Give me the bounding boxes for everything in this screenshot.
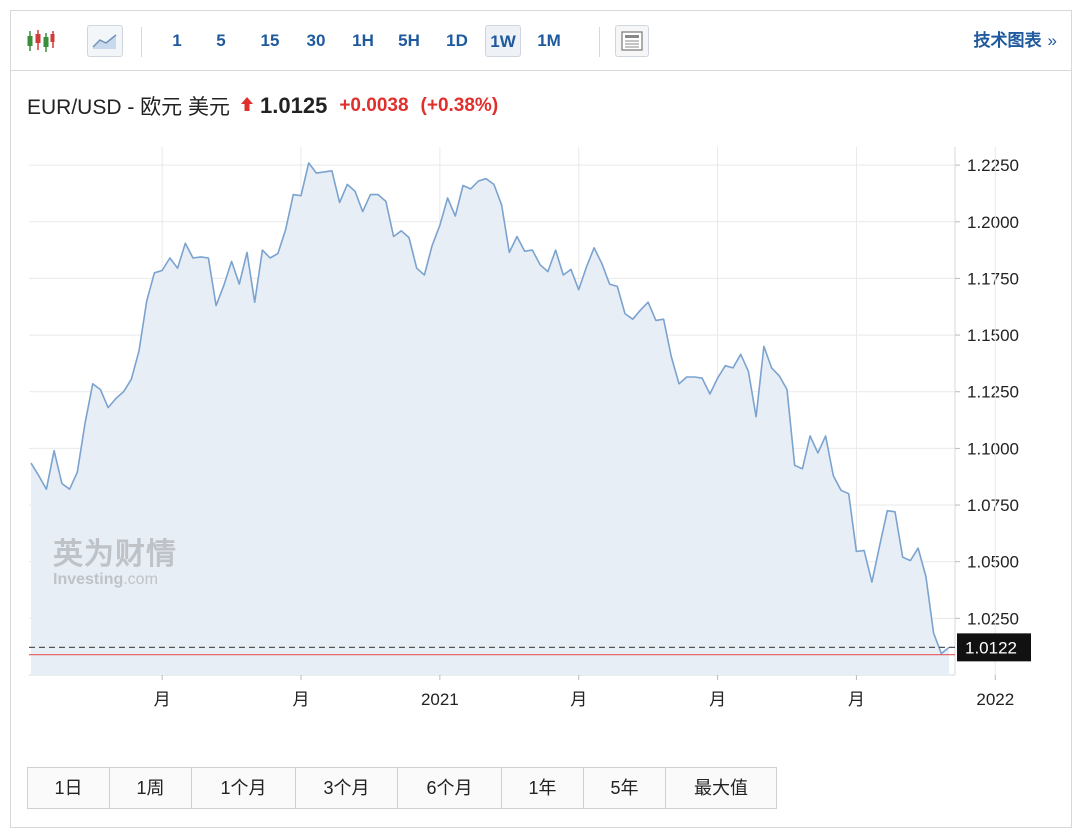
y-tick-label: 1.2250	[967, 156, 1019, 175]
last-value-label: 1.0122	[965, 638, 1017, 657]
x-tick-label: 2022	[976, 690, 1014, 709]
timeframe-button[interactable]: 1W	[485, 25, 521, 57]
tech-chart-link[interactable]: 技术图表 »	[974, 25, 1057, 57]
y-tick-label: 1.1250	[967, 383, 1019, 402]
range-button[interactable]: 最大值	[666, 768, 776, 808]
range-button[interactable]: 3个月	[296, 768, 398, 808]
y-tick-label: 1.1000	[967, 439, 1019, 458]
range-button[interactable]: 1日	[28, 768, 110, 808]
range-button[interactable]: 1周	[110, 768, 192, 808]
timeframe-button[interactable]: 1	[172, 31, 182, 50]
price-chart[interactable]: 1.0250 1.0500 1.0750 1.1000 1.1250 1.1500 1.17…	[11, 11, 1073, 756]
quote-header: EUR/USD - 欧元 美元 1.0125 +0.0038 (+0.38%)	[27, 91, 498, 121]
y-tick-label: 1.0250	[967, 609, 1019, 628]
range-button[interactable]: 5年	[584, 768, 666, 808]
timeframe-button[interactable]: 1H	[352, 31, 374, 50]
last-value-label-bg	[957, 633, 1031, 662]
x-tick-label: 2021	[421, 690, 459, 709]
timeframe-button[interactable]: 1D	[446, 31, 468, 50]
x-tick-label: 月	[570, 690, 587, 709]
timeframe-button[interactable]: 5	[216, 31, 226, 50]
area-chart-icon[interactable]	[87, 25, 123, 57]
up-arrow-icon	[240, 96, 254, 117]
chart-toolbar: 1 5 15 30 1H 5H 1D 1W 1M 技术图表»	[11, 11, 1071, 71]
news-icon[interactable]	[615, 25, 649, 57]
range-button[interactable]: 1年	[502, 768, 584, 808]
toolbar-divider	[599, 27, 600, 57]
range-selector: 1日 1周 1个月 3个月 6个月 1年 5年 最大值	[27, 767, 777, 809]
series-area-fill	[31, 162, 949, 675]
y-tick-label: 1.0750	[967, 496, 1019, 515]
x-tick-label: 月	[154, 690, 171, 709]
chart-widget: 1 5 15 30 1H 5H 1D 1W 1M 技术图表» EUR/USD - 欧元 美元 1…	[10, 10, 1072, 828]
price-change: +0.0038	[339, 95, 409, 116]
timeframe-button[interactable]: 15	[260, 31, 280, 50]
x-tick-label: 月	[709, 690, 726, 709]
candlestick-icon[interactable]	[23, 25, 59, 57]
y-tick-label: 1.1500	[967, 326, 1019, 345]
x-tick-label: 月	[293, 690, 310, 709]
range-button[interactable]: 6个月	[398, 768, 502, 808]
chevron-right-icon: »	[1047, 31, 1057, 50]
timeframe-button[interactable]: 30	[306, 31, 326, 50]
timeframe-button[interactable]: 1M	[537, 31, 561, 50]
timeframe-button[interactable]: 5H	[398, 31, 420, 50]
symbol-title: EUR/USD - 欧元 美元	[27, 96, 231, 119]
y-tick-label: 1.1750	[967, 269, 1019, 288]
last-price: 1.0125	[260, 93, 328, 118]
range-button[interactable]: 1个月	[192, 768, 296, 808]
y-tick-label: 1.0500	[967, 553, 1019, 572]
price-change-pct: (+0.38%)	[420, 95, 499, 116]
toolbar-divider	[141, 27, 142, 57]
x-tick-label: 月	[848, 690, 865, 709]
tech-chart-label: 技术图表	[973, 31, 1042, 50]
series-line	[30, 162, 950, 655]
y-tick-label: 1.2000	[967, 213, 1019, 232]
